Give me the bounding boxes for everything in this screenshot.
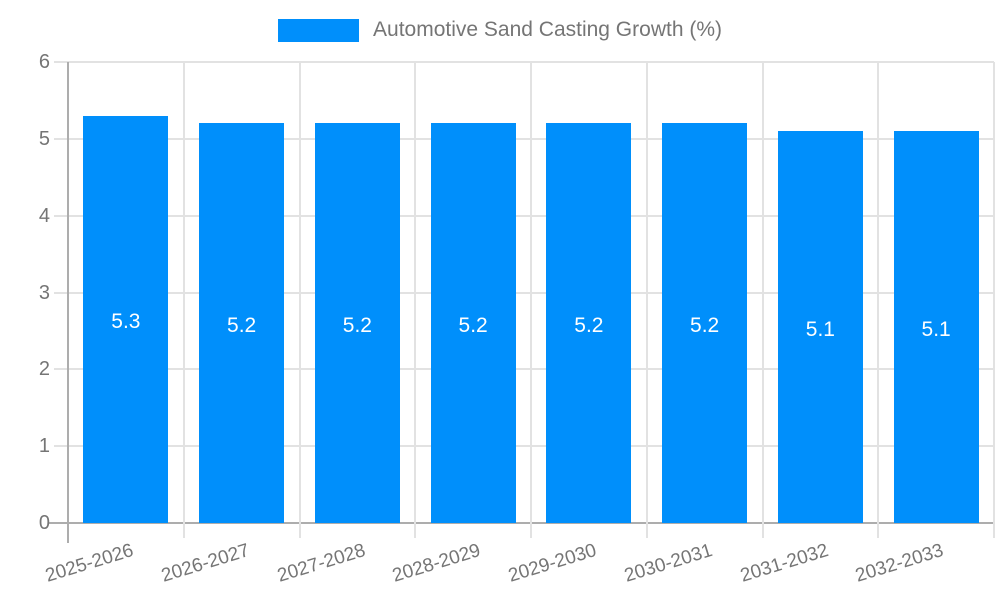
x-axis-label: 2026-2027 — [158, 540, 252, 587]
x-axis-label: 2032-2033 — [853, 540, 947, 587]
y-axis-label: 5 — [38, 127, 50, 150]
bar[interactable] — [777, 131, 863, 523]
bar[interactable] — [546, 123, 632, 523]
x-axis-label: 2029-2030 — [505, 540, 600, 587]
bar-value-label: 5.3 — [111, 310, 141, 334]
v-gridline — [877, 62, 880, 538]
y-axis-label: 3 — [38, 281, 50, 304]
bar[interactable] — [314, 123, 400, 523]
bar-value-label: 5.1 — [921, 318, 951, 342]
x-axis-baseline — [48, 522, 994, 524]
v-gridline — [761, 62, 764, 538]
legend-swatch — [278, 18, 360, 42]
bar-value-label: 5.1 — [805, 318, 835, 342]
v-gridline — [298, 62, 301, 538]
bar[interactable] — [893, 131, 979, 523]
v-gridline — [645, 62, 648, 538]
bar-value-label: 5.2 — [690, 314, 720, 338]
bar[interactable] — [430, 123, 516, 523]
y-axis-label: 1 — [38, 435, 50, 458]
v-gridline — [182, 62, 185, 538]
x-axis-label: 2028-2029 — [390, 540, 484, 587]
x-axis-label: 2030-2031 — [621, 540, 715, 587]
v-gridline — [993, 62, 995, 538]
x-axis-label: 2027-2028 — [274, 540, 368, 587]
h-gridline — [54, 61, 994, 63]
y-axis-label: 0 — [38, 512, 50, 534]
legend-label: Automotive Sand Casting Growth (%) — [373, 18, 722, 41]
bar[interactable] — [83, 115, 169, 523]
y-axis-label: 2 — [38, 358, 50, 381]
h-gridline — [54, 445, 994, 448]
v-gridline — [530, 62, 532, 538]
y-axis-line — [67, 62, 69, 543]
y-axis-label: 4 — [38, 204, 50, 227]
x-axis-label: 2031-2032 — [737, 540, 831, 587]
h-gridline — [54, 137, 994, 140]
bar-value-label: 5.2 — [227, 314, 257, 338]
bar-value-label: 5.2 — [458, 314, 488, 338]
bar[interactable] — [662, 123, 748, 523]
v-gridline — [414, 62, 417, 538]
h-gridline — [54, 214, 994, 217]
bar-value-label: 5.2 — [342, 314, 372, 338]
y-axis-label: 6 — [38, 51, 50, 73]
h-gridline — [54, 368, 994, 371]
x-axis-label: 2025-2026 — [42, 540, 137, 587]
chart-legend[interactable]: Automotive Sand Casting Growth (%) — [278, 18, 722, 42]
bar-value-label: 5.2 — [574, 314, 604, 338]
bar[interactable] — [199, 123, 285, 523]
plot-area: 5.3 5.2 5.2 5.2 5.2 5.2 5.1 5.1 — [48, 61, 995, 543]
h-gridline — [54, 291, 994, 294]
